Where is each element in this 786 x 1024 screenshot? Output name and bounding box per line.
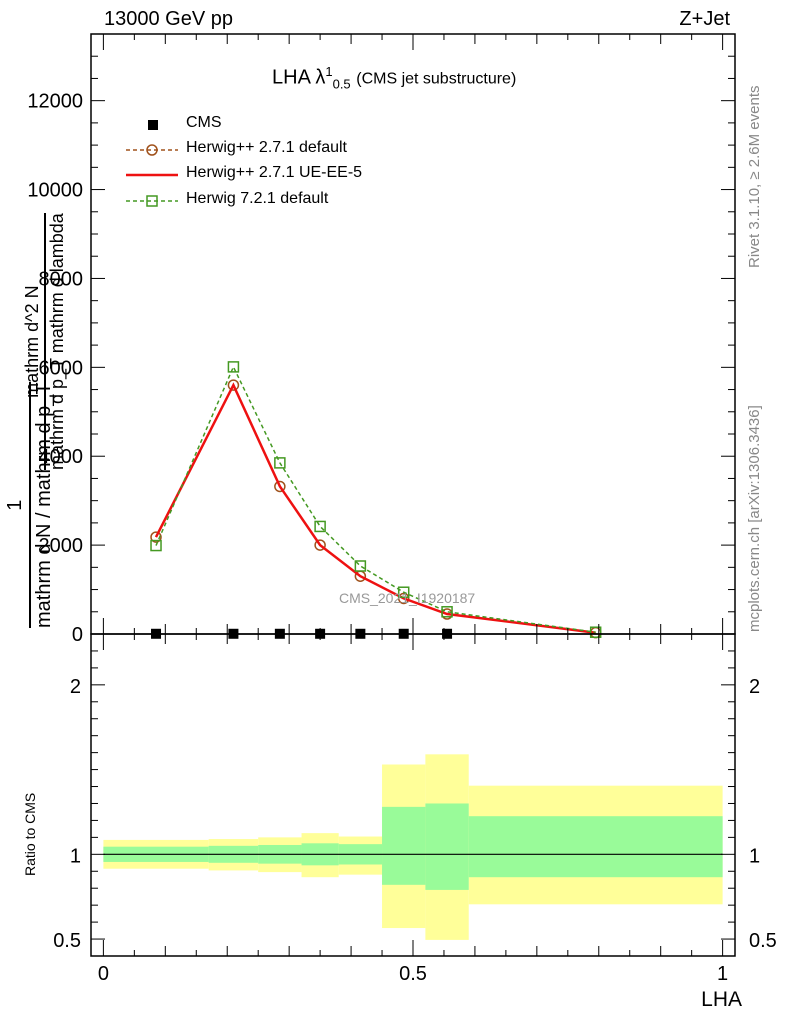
main-y-tick-label: 8000	[39, 268, 84, 290]
ratio-panel	[103, 754, 723, 940]
y-axis-label-ratio: Ratio to CMS	[22, 792, 38, 876]
legend-cms: CMS	[122, 114, 422, 138]
legend-herwig7-marker	[126, 195, 178, 207]
x-axis-label: LHA	[701, 988, 742, 1011]
legend-herwigpp-default: Herwig++ 2.7.1 default	[122, 139, 422, 163]
ratio-band-inner	[382, 806, 426, 885]
side-text-rivet: Rivet 3.1.10, ≥ 2.6M events	[746, 85, 763, 269]
plot-title-extra: (CMS jet substructure)	[356, 70, 517, 88]
y-label-frac2-den: mathrm d p_T mathrm d lambda	[47, 213, 67, 470]
legend-herwigpp-ueee5-marker	[126, 173, 178, 177]
herwig7-point	[314, 520, 326, 533]
series-line-herwigpp-ueee5	[154, 382, 596, 634]
legend-herwig7: Herwig 7.2.1 default	[122, 190, 422, 214]
main-y-tick-label: 0	[72, 624, 83, 646]
side-text-mcplots: mcplots.cern.ch [arXiv:1306.3436]	[746, 405, 763, 632]
y-axis-label-fraction2: mathrm d^2 N mathrm d p_T mathrm d lambd…	[22, 213, 68, 470]
header-beam-info: 13000 GeV pp	[104, 8, 233, 30]
ratio-y-tick-label-right: 2	[749, 676, 760, 698]
plot-title-sup: 1	[325, 64, 333, 79]
herwigpp-default-point	[274, 480, 286, 493]
herwigpp-default-point	[150, 531, 162, 543]
plot-title-sub: 0.5	[332, 76, 351, 92]
ratio-x-tick-label: 0.5	[399, 963, 427, 985]
herwig7-point	[441, 606, 453, 618]
ratio-y-tick-label: 2	[70, 676, 81, 698]
herwigpp-default-point	[227, 379, 240, 391]
header-process: Z+Jet	[679, 8, 730, 30]
main-y-tick-label: 6000	[39, 357, 84, 379]
herwigpp-default-point	[314, 539, 326, 551]
series-line-herwig7	[155, 365, 596, 633]
main-y-tick-label: 10000	[27, 180, 83, 202]
legend-herwigpp-default-label: Herwig++ 2.7.1 default	[186, 139, 347, 156]
legend-cms-label: CMS	[186, 114, 222, 131]
ratio-x-tick-label: 1	[717, 963, 728, 985]
ratio-y-tick-label-right: 1	[749, 845, 760, 867]
legend-herwig7-label: Herwig 7.2.1 default	[186, 190, 329, 207]
ratio-x-tick-label: 0	[98, 963, 109, 985]
herwig7-point	[397, 586, 410, 598]
ratio-band-inner	[468, 816, 723, 878]
legend-herwigpp-ueee5: Herwig++ 2.7.1 UE-EE-5	[122, 164, 422, 188]
main-y-tick-label: 2000	[39, 535, 84, 557]
herwig7-point	[274, 457, 286, 469]
analysis-watermark: CMS_2021_I1920187	[339, 590, 476, 606]
ratio-band-inner	[425, 803, 469, 890]
y-label-frac2-num: mathrm d^2 N	[22, 285, 42, 398]
legend-herwigpp-ueee5-label: Herwig++ 2.7.1 UE-EE-5	[186, 164, 363, 181]
ratio-y-tick-label: 0.5	[53, 930, 81, 952]
plot-title-main: LHA λ	[272, 66, 326, 89]
main-y-tick-label: 12000	[27, 91, 83, 113]
y-label-frac2-rule	[44, 213, 46, 470]
plot-title: LHA λ10.5 (CMS jet substructure)	[272, 64, 516, 92]
herwig7-point	[227, 361, 240, 373]
herwig7-point	[150, 539, 162, 552]
herwig7-point	[354, 560, 367, 572]
ratio-y-tick-label-right: 0.5	[749, 930, 777, 952]
ratio-y-tick-label: 1	[70, 845, 81, 867]
herwigpp-default-point	[397, 592, 410, 605]
legend-herwigpp-default-marker	[126, 144, 178, 156]
main-panel	[150, 361, 602, 639]
main-y-tick-label: 4000	[39, 446, 84, 468]
legend-cms-marker	[148, 120, 158, 130]
herwig7-point	[589, 626, 602, 638]
